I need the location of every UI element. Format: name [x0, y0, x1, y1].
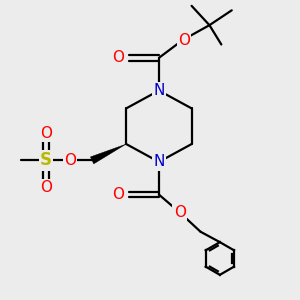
- Text: O: O: [40, 126, 52, 141]
- Text: S: S: [40, 152, 52, 169]
- Text: O: O: [174, 205, 186, 220]
- Text: O: O: [64, 153, 76, 168]
- Text: O: O: [112, 50, 124, 65]
- Text: O: O: [178, 32, 190, 47]
- Text: N: N: [153, 154, 165, 169]
- Text: O: O: [112, 187, 124, 202]
- Text: O: O: [40, 180, 52, 195]
- Text: N: N: [153, 83, 165, 98]
- Polygon shape: [90, 144, 126, 164]
